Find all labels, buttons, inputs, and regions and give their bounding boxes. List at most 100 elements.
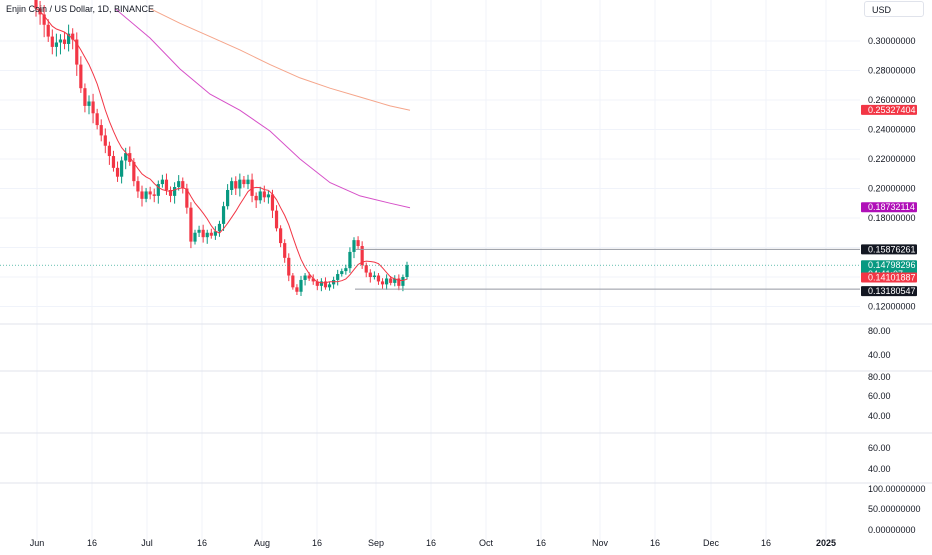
moving-average-fast	[35, 8, 408, 284]
candle	[274, 210, 279, 229]
time-axis-label: Jun	[30, 538, 45, 548]
candle	[62, 39, 67, 44]
price-axis-label: 0.20000000	[868, 184, 916, 194]
candle	[266, 194, 270, 198]
candle	[323, 281, 328, 288]
time-axis-label: Aug	[254, 538, 270, 548]
candle	[201, 229, 205, 238]
candle	[136, 181, 140, 192]
price-axis-label: 0.22000000	[868, 154, 916, 164]
candle	[405, 265, 409, 277]
candle	[132, 161, 136, 182]
candle	[156, 184, 160, 196]
candle	[205, 232, 209, 238]
time-axis-label: 16	[536, 538, 546, 548]
candle	[368, 272, 372, 277]
candle	[58, 39, 63, 43]
time-axis-label: 16	[426, 538, 436, 548]
candle	[295, 287, 299, 292]
pane-1-axis-label: 40.00	[868, 350, 891, 360]
candle	[197, 229, 201, 233]
price-axis-label: 0.30000000	[868, 36, 916, 46]
pane-3-axis-label: 40.00	[868, 464, 891, 474]
candle	[364, 265, 368, 273]
candle	[348, 251, 352, 269]
candle	[287, 257, 291, 276]
candle	[311, 278, 315, 282]
candle	[164, 179, 169, 190]
pane-4-axis-label: 100.00000000	[868, 484, 926, 494]
candle	[344, 268, 348, 272]
time-axis-label: 16	[87, 538, 97, 548]
last-price-label: 0.14798296	[868, 260, 916, 270]
pane-2-axis-label: 80.00	[868, 372, 891, 382]
ma-slow-price-label: 0.25327404	[868, 105, 916, 115]
ma-fast-price-label: 0.14101887	[868, 272, 916, 282]
candle	[393, 278, 397, 283]
candle	[213, 231, 217, 236]
candle	[246, 179, 250, 185]
moving-average-mid	[114, 8, 411, 209]
price-axis-label: 0.18000000	[868, 213, 916, 223]
time-axis-label: Dec	[703, 538, 720, 548]
candle	[189, 207, 193, 242]
candle	[83, 88, 87, 106]
candle	[299, 279, 303, 292]
candle	[193, 232, 197, 242]
candle	[34, 0, 38, 9]
candle	[71, 33, 75, 40]
candle	[148, 191, 152, 195]
candle	[181, 181, 185, 189]
symbol-title[interactable]: Enjin Coin / US Dollar, 1D, BINANCE	[6, 4, 155, 14]
candle	[336, 274, 340, 280]
time-axis-label: 16	[650, 538, 660, 548]
candle	[397, 278, 401, 286]
candle	[254, 195, 258, 201]
candle	[242, 179, 246, 185]
candle	[46, 24, 50, 37]
time-axis-label: 16	[761, 538, 771, 548]
time-axis-label: 2025	[816, 538, 836, 548]
time-axis-label: 16	[312, 538, 322, 548]
price-axis-label: 0.26000000	[868, 95, 916, 105]
candle	[185, 188, 189, 208]
time-axis-label: Jul	[141, 538, 153, 548]
candle	[307, 275, 311, 279]
pane-2-axis-label: 60.00	[868, 391, 891, 401]
candle	[221, 206, 226, 224]
candle	[99, 125, 103, 136]
candle	[177, 181, 181, 188]
currency-selector[interactable]: USD	[864, 1, 924, 17]
candle	[140, 191, 144, 199]
candle	[107, 145, 111, 157]
candle	[79, 64, 83, 89]
candle	[160, 179, 164, 185]
candle	[283, 243, 287, 258]
candle	[50, 36, 54, 47]
candle	[372, 275, 376, 277]
candle	[319, 281, 323, 286]
level-high-price-label: 0.15876261	[868, 244, 916, 254]
candle	[270, 194, 275, 211]
price-axis-label: 0.12000000	[868, 302, 916, 312]
candle	[262, 191, 266, 198]
candle	[42, 14, 46, 25]
candle	[356, 240, 360, 247]
candle	[144, 191, 148, 199]
candle	[152, 194, 156, 196]
candle	[124, 153, 128, 161]
candle	[91, 101, 95, 114]
candle	[234, 181, 238, 189]
candle	[209, 232, 213, 236]
candle	[389, 278, 393, 283]
candle	[291, 275, 295, 288]
level-high-price-label-bg	[861, 244, 917, 255]
candle	[54, 42, 58, 47]
candle	[360, 246, 364, 266]
time-axis-label: Nov	[592, 538, 609, 548]
candle	[385, 278, 389, 285]
candle	[103, 135, 107, 146]
price-axis-label: 0.28000000	[868, 66, 916, 76]
